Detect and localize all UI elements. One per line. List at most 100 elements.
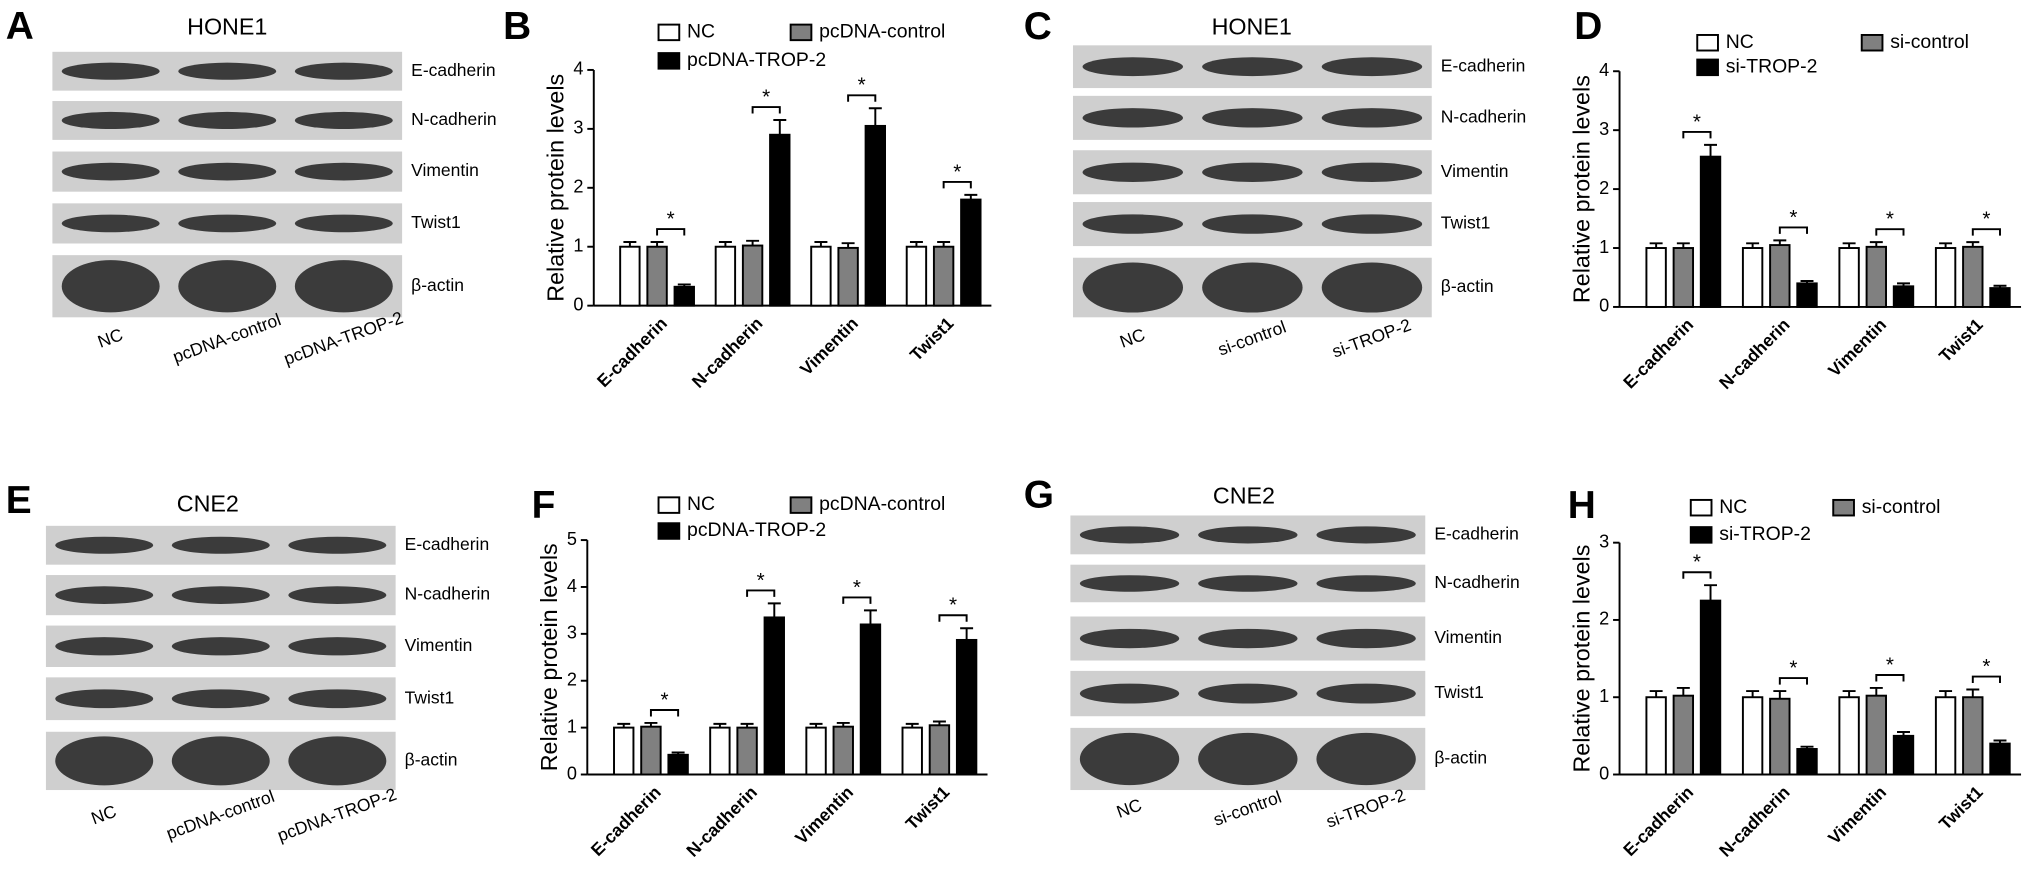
band-label: N-cadherin [1441, 106, 1526, 126]
panel-letter: C [1024, 5, 1052, 48]
error-bar [773, 119, 787, 135]
error-bar [1966, 241, 1980, 247]
legend-label: pcDNA-TROP-2 [687, 519, 826, 541]
blot-band [61, 62, 160, 80]
bar [763, 616, 785, 776]
bar [1796, 282, 1818, 308]
significance-star: * [1982, 655, 1990, 678]
error-bar [1869, 241, 1883, 247]
bar [673, 285, 695, 307]
y-tick-label: 2 [1599, 178, 1609, 198]
blot-band [1082, 162, 1184, 182]
bar [667, 753, 689, 776]
error-bar [1773, 690, 1787, 699]
error-bar [937, 241, 951, 247]
y-tick-label: 3 [1599, 531, 1609, 551]
y-tick-label: 4 [1599, 60, 1609, 80]
error-bar [905, 722, 919, 728]
bar [1741, 247, 1764, 308]
lane-label: si-control [1211, 787, 1284, 830]
significance-bracket [649, 709, 680, 717]
bar [741, 244, 764, 307]
lane-label: NC [1114, 794, 1145, 821]
band-label: N-cadherin [411, 109, 496, 129]
blot-band [1202, 108, 1303, 128]
bar [1699, 599, 1722, 776]
lane-label: NC [1117, 324, 1148, 351]
panel-letter: F [532, 484, 556, 527]
error-bar [1897, 282, 1910, 287]
blot-band [294, 111, 393, 129]
y-tick-label: 2 [567, 670, 577, 690]
legend-label: si-TROP-2 [1719, 523, 1811, 545]
lane-label: NC [88, 801, 119, 828]
error-bar [932, 720, 946, 726]
bar [1769, 244, 1791, 308]
bar [901, 726, 923, 776]
y-tick-label: 4 [567, 576, 577, 596]
blot-band [55, 736, 154, 786]
y-axis-label: Relative protein levels [1568, 545, 1594, 773]
legend-swatch [1696, 33, 1719, 52]
bar [1672, 694, 1695, 776]
blot-band [178, 111, 277, 129]
y-tick-label: 2 [573, 177, 583, 197]
x-tick-label: Twist1 [1935, 782, 1987, 834]
blot-band [1321, 108, 1423, 128]
error-bar [960, 627, 974, 640]
significance-star: * [1886, 208, 1894, 231]
legend-label: NC [1719, 496, 1747, 518]
blot-band [1079, 575, 1180, 592]
band-label: E-cadherin [405, 534, 489, 554]
significance-star: * [762, 85, 770, 108]
y-tick-label: 4 [573, 59, 583, 79]
error-bar [1676, 686, 1690, 696]
blot-band [1198, 575, 1298, 592]
x-tick-label: N-cadherin [1715, 782, 1794, 861]
bar [709, 726, 731, 776]
blot-band [288, 637, 387, 656]
band-label: E-cadherin [1441, 55, 1525, 75]
y-tick-label: 1 [567, 716, 577, 736]
y-tick-label: 0 [567, 763, 577, 783]
band-label: Twist1 [1441, 213, 1491, 233]
y-tick-label: 3 [1599, 119, 1609, 139]
error-bar [644, 721, 658, 727]
x-tick-label: Vimentin [796, 313, 862, 379]
blot-band [294, 62, 393, 80]
blot-title: HONE1 [1212, 14, 1292, 40]
bar [1892, 285, 1915, 308]
panel-letter: H [1568, 484, 1596, 527]
legend-swatch [1860, 33, 1884, 52]
bar [837, 246, 859, 307]
blot-band [1082, 108, 1184, 128]
y-axis-label: Relative protein levels [543, 74, 569, 302]
blot-band [1316, 683, 1416, 704]
blot-band [1321, 262, 1423, 313]
bar [1838, 696, 1860, 776]
y-tick-label: 0 [1599, 763, 1609, 783]
legend-swatch [1689, 498, 1713, 517]
blot-band [1079, 732, 1180, 786]
blot-title: HONE1 [187, 14, 267, 40]
error-bar [1800, 280, 1814, 284]
blot-title: CNE2 [1213, 482, 1275, 508]
y-axis-label: Relative protein levels [536, 543, 562, 771]
legend-label: si-control [1862, 496, 1941, 518]
blot-band [55, 586, 154, 604]
error-bar [964, 193, 978, 200]
significance-bracket [746, 589, 776, 597]
blot-band [294, 260, 393, 313]
blot-band [178, 214, 277, 233]
band-label: Vimentin [405, 635, 473, 655]
significance-star: * [667, 207, 675, 230]
significance-bracket [1875, 228, 1905, 236]
error-bar [1746, 690, 1760, 698]
lane-label: si-TROP-2 [1323, 785, 1407, 832]
error-bar [1746, 242, 1760, 249]
error-bar [1842, 242, 1856, 249]
significance-star: * [1886, 653, 1894, 676]
blot-band [61, 111, 160, 129]
